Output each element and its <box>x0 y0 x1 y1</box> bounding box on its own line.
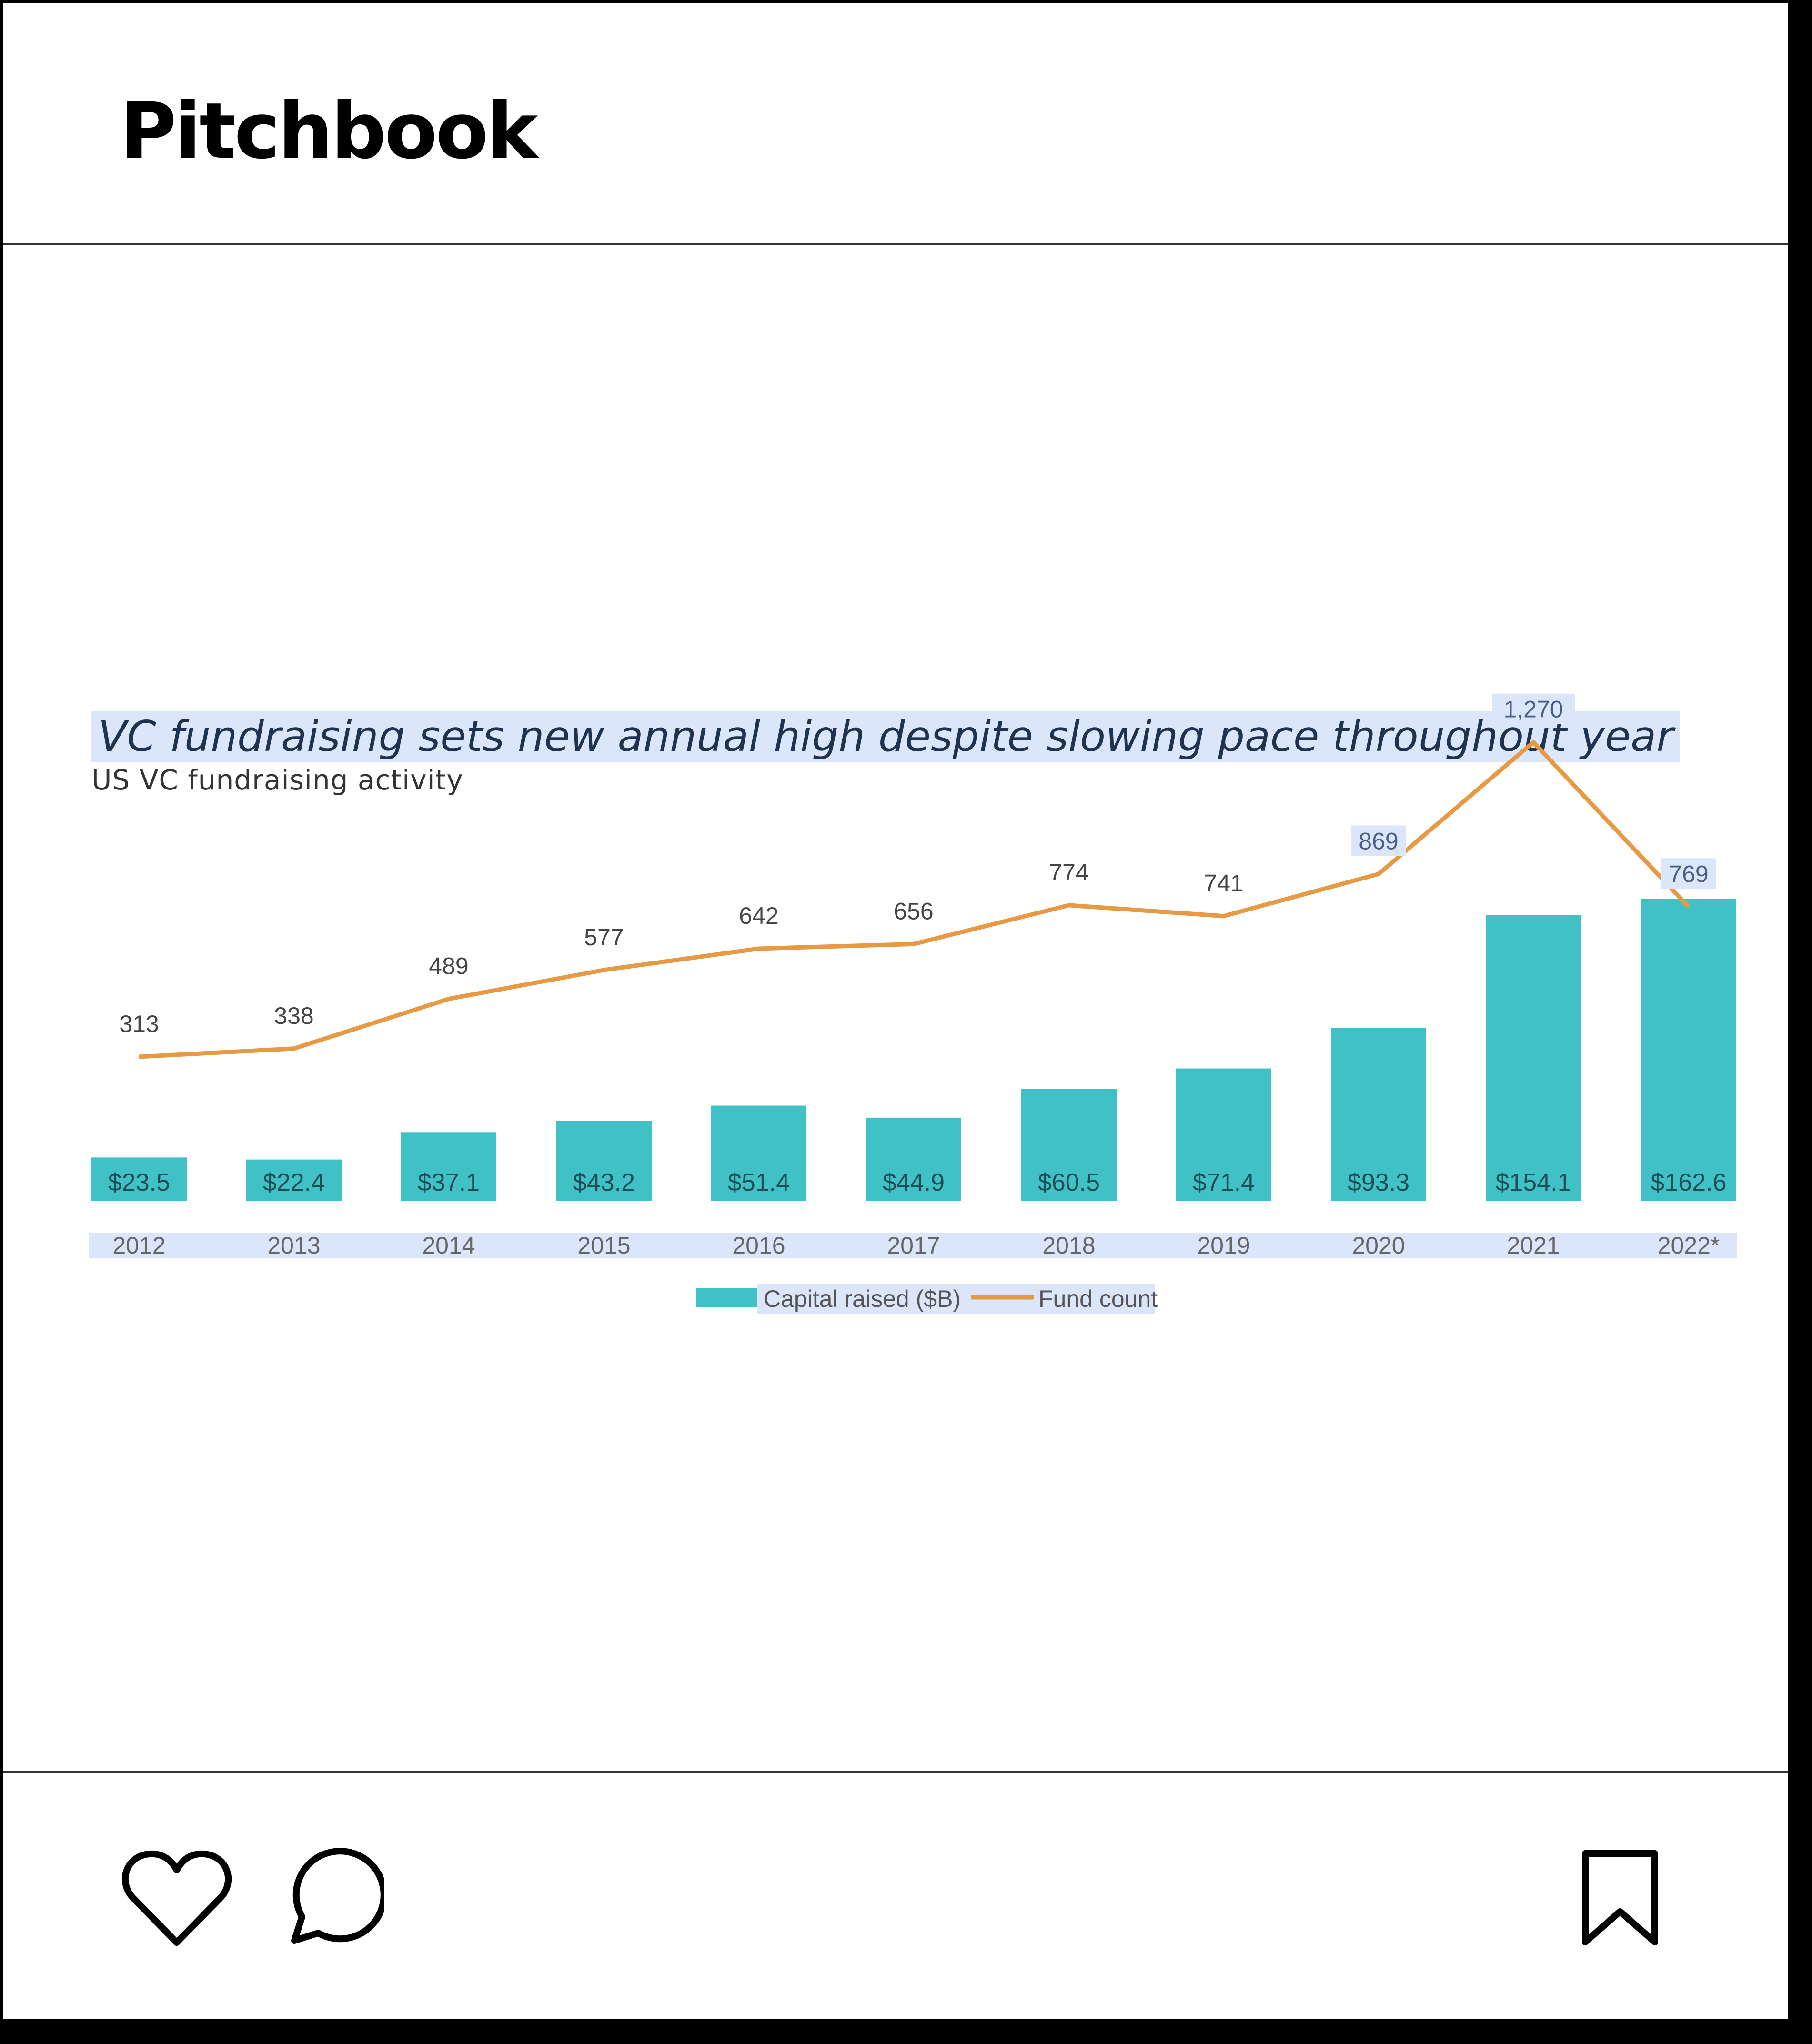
bar-2016 <box>711 1105 806 1201</box>
bar-value-label: $22.4 <box>263 1169 325 1196</box>
x-tick-label: 2012 <box>112 1232 165 1259</box>
account-name[interactable]: Pitchbook <box>120 87 538 176</box>
fund-count-label-highlight <box>1661 858 1716 889</box>
comment-button[interactable] <box>284 1847 387 1947</box>
bar-value-label: $71.4 <box>1193 1169 1255 1196</box>
bar-2018 <box>1021 1089 1117 1201</box>
bar-2013 <box>246 1159 342 1201</box>
bar-2019 <box>1176 1068 1271 1201</box>
bar-value-label: $154.1 <box>1495 1169 1571 1196</box>
legend-fund-count: Fund count <box>1038 1285 1158 1312</box>
bar-value-label: $44.9 <box>883 1169 945 1196</box>
bar-value-label: $51.4 <box>728 1169 790 1196</box>
x-tick-label: 2022* <box>1658 1232 1720 1259</box>
fund-count-label: 577 <box>584 924 624 951</box>
legend-band <box>757 1284 1155 1314</box>
fund-count-label-highlight <box>1351 825 1406 856</box>
like-button[interactable] <box>122 1847 232 1950</box>
bar-2015 <box>556 1121 652 1201</box>
bar-value-label: $60.5 <box>1038 1169 1100 1196</box>
bookmark-icon <box>1582 1850 1658 1945</box>
x-tick-label: 2019 <box>1197 1232 1250 1259</box>
fund-count-label: 741 <box>1204 870 1243 897</box>
fund-count-label: 1,270 <box>1503 696 1563 723</box>
bar-2017 <box>866 1117 961 1201</box>
fund-count-line <box>139 740 1691 1059</box>
x-tick-label: 2015 <box>577 1232 630 1259</box>
x-tick-label: 2017 <box>887 1232 940 1259</box>
bar-2022* <box>1641 899 1736 1201</box>
x-tick-label: 2013 <box>267 1232 320 1259</box>
x-tick-label: 2018 <box>1042 1232 1095 1259</box>
x-axis-band <box>89 1233 1737 1258</box>
fund-count-label: 769 <box>1669 860 1708 887</box>
post-actions-bar <box>3 1771 1788 2024</box>
save-button[interactable] <box>1580 1850 1661 1947</box>
fund-count-label: 313 <box>119 1011 159 1037</box>
x-tick-label: 2020 <box>1352 1232 1405 1259</box>
heart-icon <box>122 1850 232 1946</box>
fund-count-label: 338 <box>274 1002 313 1029</box>
bar-2021 <box>1486 915 1581 1201</box>
fund-count-label-highlight <box>1492 693 1575 724</box>
bar-value-label: $37.1 <box>418 1169 480 1196</box>
fund-count-label: 489 <box>429 953 468 980</box>
bar-2012 <box>91 1157 187 1201</box>
bar-value-label: $93.3 <box>1348 1169 1409 1196</box>
x-tick-label: 2021 <box>1507 1232 1560 1259</box>
bar-value-label: $23.5 <box>108 1169 170 1196</box>
fund-count-label: 642 <box>739 902 778 929</box>
post-header: Pitchbook <box>3 3 1788 245</box>
x-tick-label: 2016 <box>732 1232 785 1259</box>
bar-value-label: $43.2 <box>573 1169 635 1196</box>
legend-bar-swatch <box>696 1288 757 1307</box>
speech-bubble-icon <box>291 1848 387 1944</box>
x-tick-label: 2014 <box>422 1232 475 1259</box>
bar-value-label: $162.6 <box>1651 1169 1726 1196</box>
fund-count-label: 656 <box>894 898 933 924</box>
bar-2014 <box>401 1132 496 1201</box>
legend-capital-raised: Capital raised ($B) <box>764 1285 961 1312</box>
bar-2020 <box>1331 1028 1426 1201</box>
chart-subtitle: US VC fundraising activity <box>91 764 463 796</box>
fund-count-label: 774 <box>1049 859 1088 886</box>
chart-title: VC fundraising sets new annual high desp… <box>91 711 1681 762</box>
chart: $23.5 2012 $22.4 2013 $37.1 2014 $43.2 2015 $51.… <box>89 693 1737 1314</box>
post-card: Pitchbook VC fundraising sets new annual… <box>0 0 1791 2022</box>
fund-count-label: 869 <box>1359 828 1398 854</box>
